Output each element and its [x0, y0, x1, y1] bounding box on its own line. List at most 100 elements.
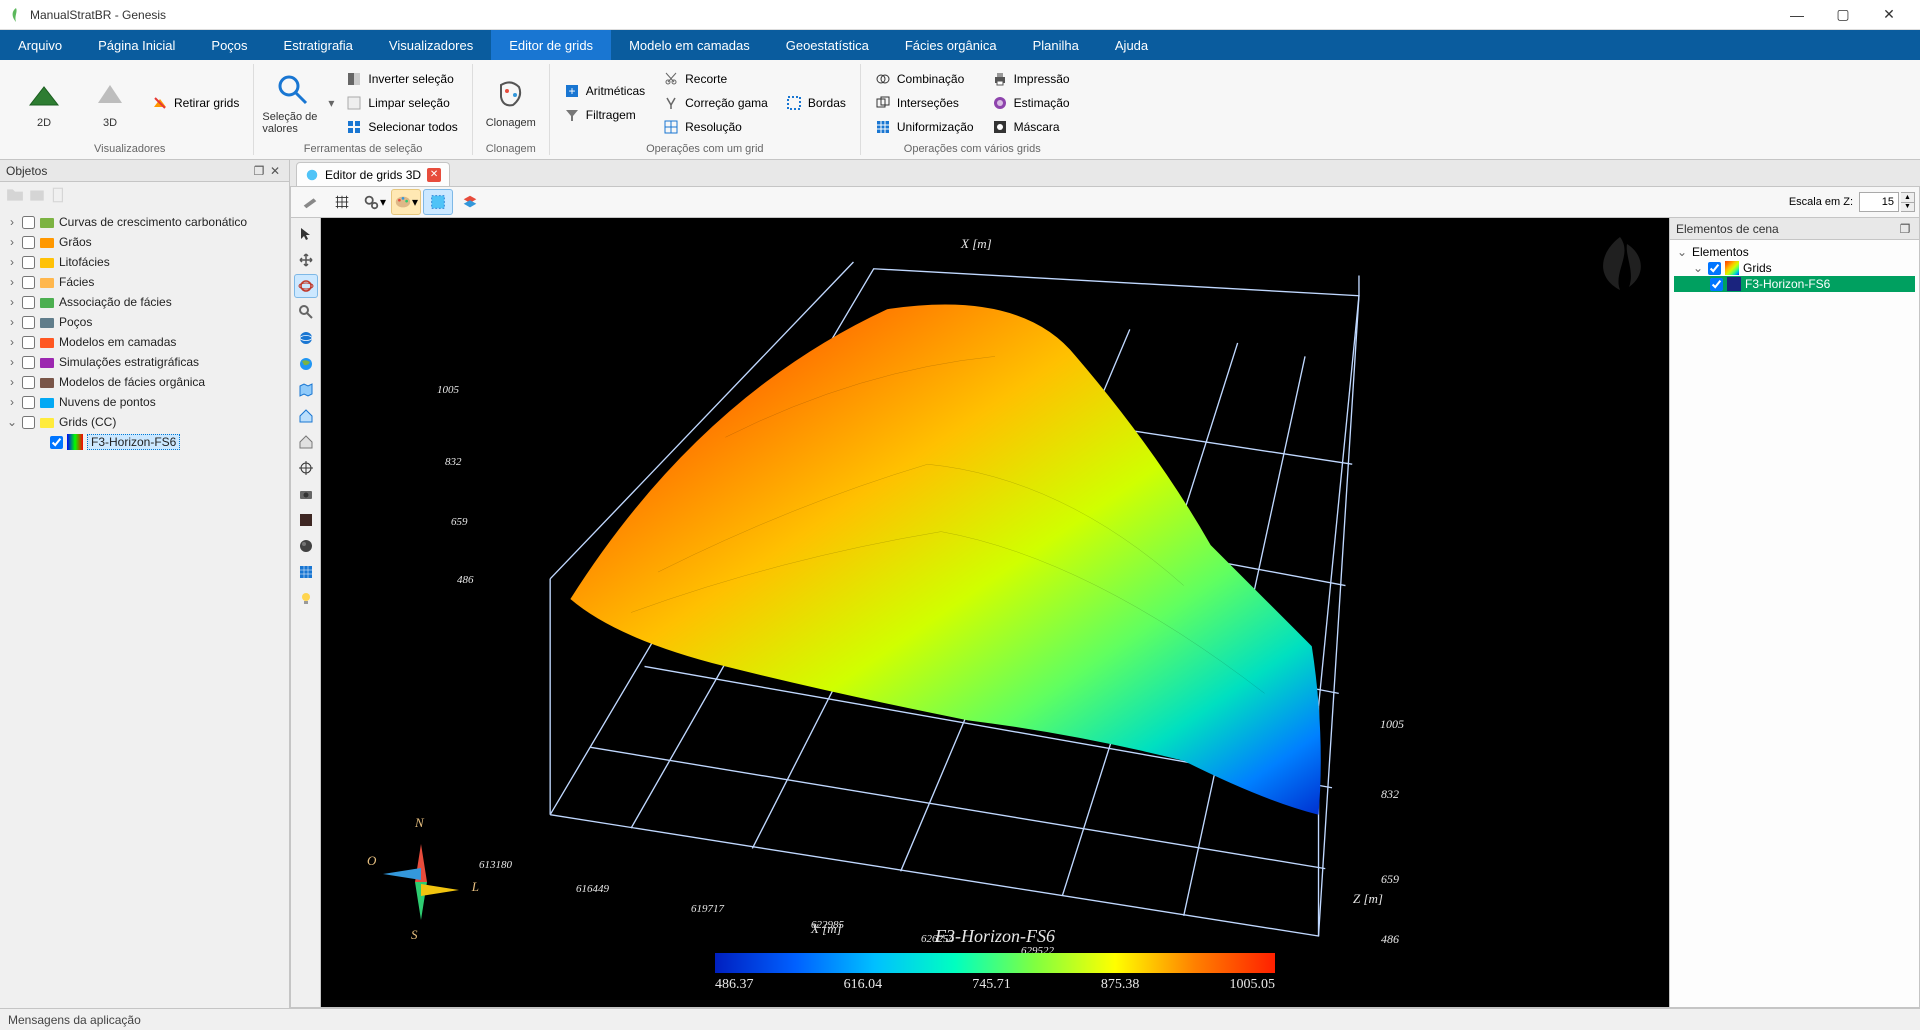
- folder-open-icon[interactable]: [6, 186, 24, 204]
- folder-icon[interactable]: [28, 186, 46, 204]
- scene-item-horizon[interactable]: F3-Horizon-FS6: [1674, 276, 1915, 292]
- side-target-icon[interactable]: [294, 456, 318, 480]
- menu-fácies-orgânica[interactable]: Fácies orgânica: [887, 30, 1015, 60]
- tree-item[interactable]: ›Grãos: [2, 232, 287, 252]
- menu-página-inicial[interactable]: Página Inicial: [80, 30, 193, 60]
- side-home-icon[interactable]: [294, 404, 318, 428]
- tree-checkbox[interactable]: [22, 256, 35, 269]
- scene-panel-float-button[interactable]: ❐: [1897, 221, 1913, 237]
- menu-poços[interactable]: Poços: [193, 30, 265, 60]
- ribbon-resol[interactable]: Resolução: [657, 116, 774, 138]
- tree-checkbox[interactable]: [22, 356, 35, 369]
- objects-tree[interactable]: ›Curvas de crescimento carbonático›Grãos…: [0, 208, 289, 1008]
- tool-grid-icon[interactable]: [327, 189, 357, 215]
- menu-estratigrafia[interactable]: Estratigrafia: [266, 30, 371, 60]
- scene-group-checkbox[interactable]: [1708, 262, 1721, 275]
- tree-checkbox[interactable]: [22, 396, 35, 409]
- ribbon-unif[interactable]: Uniformização: [869, 116, 980, 138]
- ribbon-3d[interactable]: 3D: [80, 68, 140, 138]
- tree-item[interactable]: ›Nuvens de pontos: [2, 392, 287, 412]
- tab-editor-3d[interactable]: Editor de grids 3D ✕: [296, 162, 450, 186]
- tree-checkbox[interactable]: [50, 436, 63, 449]
- tree-checkbox[interactable]: [22, 216, 35, 229]
- tab-close-button[interactable]: ✕: [427, 168, 441, 182]
- tree-checkbox[interactable]: [22, 376, 35, 389]
- new-item-icon[interactable]: [50, 186, 68, 204]
- scene-root[interactable]: ⌄Elementos: [1674, 244, 1915, 260]
- tool-gears-icon[interactable]: ▾: [359, 189, 389, 215]
- app-logo-icon: [8, 7, 24, 23]
- side-grid2-icon[interactable]: [294, 560, 318, 584]
- menu-geoestatística[interactable]: Geoestatística: [768, 30, 887, 60]
- tree-item-child[interactable]: F3-Horizon-FS6: [2, 432, 287, 452]
- ribbon-comb[interactable]: Combinação: [869, 68, 980, 90]
- menu-modelo-em-camadas[interactable]: Modelo em camadas: [611, 30, 768, 60]
- tree-checkbox[interactable]: [22, 336, 35, 349]
- tree-checkbox[interactable]: [22, 296, 35, 309]
- ribbon-estim[interactable]: Estimação: [986, 92, 1076, 114]
- ribbon-2d[interactable]: 2D: [14, 68, 74, 138]
- ribbon-impr[interactable]: Impressão: [986, 68, 1076, 90]
- tree-item[interactable]: ›Curvas de crescimento carbonático: [2, 212, 287, 232]
- side-sphere-icon[interactable]: [294, 534, 318, 558]
- ribbon-arit[interactable]: +Aritméticas: [558, 80, 651, 102]
- tree-checkbox[interactable]: [22, 276, 35, 289]
- tool-layers-icon[interactable]: [455, 189, 485, 215]
- menu-arquivo[interactable]: Arquivo: [0, 30, 80, 60]
- panel-float-button[interactable]: ❐: [251, 163, 267, 179]
- side-camera-icon[interactable]: [294, 482, 318, 506]
- 3d-viewport[interactable]: X [m] Z [m] X [m] 613180 616449 619717 6…: [321, 218, 1669, 1007]
- maximize-button[interactable]: ▢: [1820, 0, 1866, 30]
- ribbon-selecao[interactable]: Seleção de valores: [262, 68, 322, 138]
- menu-visualizadores[interactable]: Visualizadores: [371, 30, 491, 60]
- tree-item[interactable]: ⌄Grids (CC): [2, 412, 287, 432]
- tree-checkbox[interactable]: [22, 416, 35, 429]
- ribbon-recorte[interactable]: Recorte: [657, 68, 774, 90]
- side-globe-icon[interactable]: [294, 326, 318, 350]
- tool-palette-icon[interactable]: ▾: [391, 189, 421, 215]
- side-screen-icon[interactable]: [294, 508, 318, 532]
- tool-select-region-icon[interactable]: [423, 189, 453, 215]
- menu-ajuda[interactable]: Ajuda: [1097, 30, 1166, 60]
- side-globe2-icon[interactable]: [294, 352, 318, 376]
- scene-tree[interactable]: ⌄Elementos ⌄Grids F3-Horizon-FS6: [1670, 240, 1919, 1007]
- ribbon-filt[interactable]: Filtragem: [558, 104, 651, 126]
- tree-item[interactable]: ›Poços: [2, 312, 287, 332]
- scale-z-spinner[interactable]: ▲▼: [1901, 192, 1915, 212]
- ribbon-gama[interactable]: Correção gama: [657, 92, 774, 114]
- scale-z-input[interactable]: [1859, 192, 1899, 212]
- side-orbit-icon[interactable]: [294, 274, 318, 298]
- tree-type-icon: [39, 234, 55, 250]
- menu-editor-de-grids[interactable]: Editor de grids: [491, 30, 611, 60]
- tree-checkbox[interactable]: [22, 236, 35, 249]
- tree-item[interactable]: ›Litofácies: [2, 252, 287, 272]
- menu-planilha[interactable]: Planilha: [1015, 30, 1097, 60]
- ribbon-seltodos[interactable]: Selecionar todos: [340, 116, 463, 138]
- scene-group-grids[interactable]: ⌄Grids: [1674, 260, 1915, 276]
- side-home2-icon[interactable]: [294, 430, 318, 454]
- tree-checkbox[interactable]: [22, 316, 35, 329]
- ribbon-inv[interactable]: Inverter seleção: [340, 68, 463, 90]
- side-cursor-icon[interactable]: [294, 222, 318, 246]
- ribbon-bordas[interactable]: Bordas: [780, 92, 852, 114]
- ribbon-retirar[interactable]: Retirar grids: [146, 92, 245, 114]
- side-pan-icon[interactable]: [294, 248, 318, 272]
- scene-group-label: Grids: [1743, 261, 1772, 275]
- tree-item[interactable]: ›Simulações estratigráficas: [2, 352, 287, 372]
- side-bulb-icon[interactable]: [294, 586, 318, 610]
- ribbon-masc[interactable]: Máscara: [986, 116, 1076, 138]
- side-map-icon[interactable]: [294, 378, 318, 402]
- ribbon-clon[interactable]: Clonagem: [481, 68, 541, 138]
- tree-item[interactable]: ›Associação de fácies: [2, 292, 287, 312]
- scene-item-checkbox[interactable]: [1710, 278, 1723, 291]
- ribbon-inter[interactable]: Interseções: [869, 92, 980, 114]
- tree-item[interactable]: ›Fácies: [2, 272, 287, 292]
- tree-item[interactable]: ›Modelos de fácies orgânica: [2, 372, 287, 392]
- panel-close-button[interactable]: ✕: [267, 163, 283, 179]
- side-zoom-icon[interactable]: [294, 300, 318, 324]
- ribbon-limpar[interactable]: Limpar seleção: [340, 92, 463, 114]
- tree-item[interactable]: ›Modelos em camadas: [2, 332, 287, 352]
- close-button[interactable]: ✕: [1866, 0, 1912, 30]
- minimize-button[interactable]: —: [1774, 0, 1820, 30]
- tool-iron-icon[interactable]: [295, 189, 325, 215]
